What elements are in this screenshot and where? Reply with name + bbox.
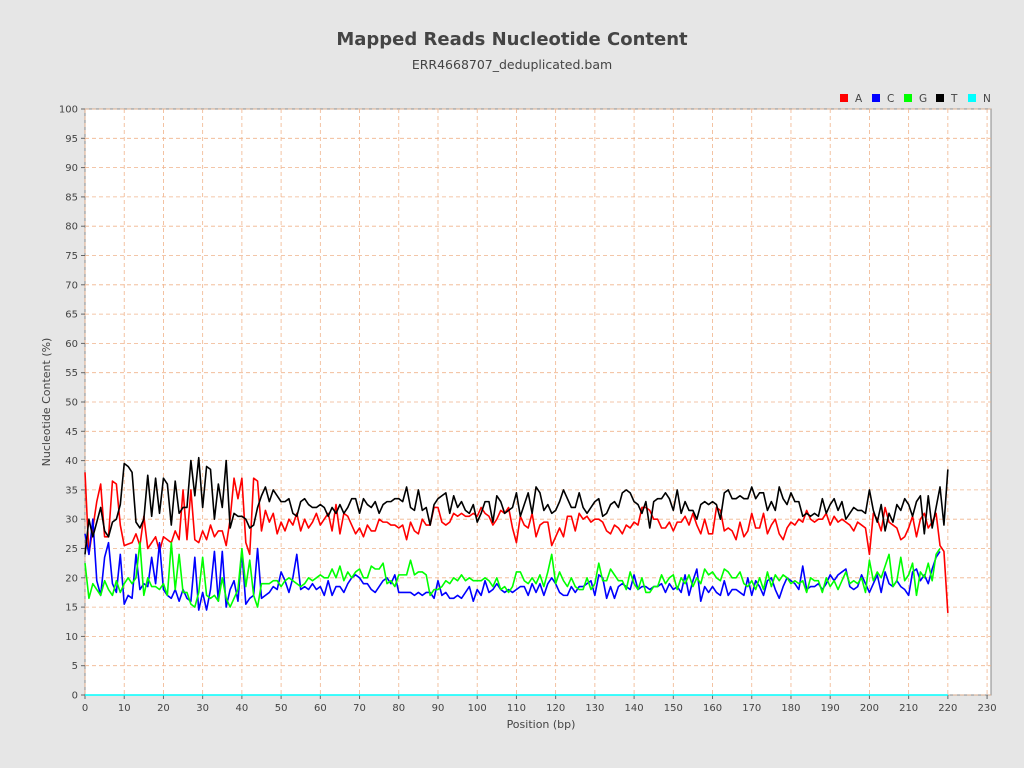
y-tick-label: 50 — [65, 398, 78, 409]
x-tick-label: 150 — [664, 703, 683, 714]
x-tick-label: 230 — [978, 703, 997, 714]
y-tick-label: 85 — [65, 192, 78, 203]
x-tick-label: 60 — [314, 703, 327, 714]
series-line-A — [84, 472, 949, 614]
x-tick-label: 220 — [938, 703, 957, 714]
legend-swatch-N — [968, 94, 976, 102]
legend-swatch-C — [872, 94, 880, 102]
x-tick-label: 110 — [507, 703, 526, 714]
series-lines — [84, 456, 949, 696]
x-tick-label: 170 — [742, 703, 761, 714]
x-tick-label: 190 — [821, 703, 840, 714]
x-tick-label: 0 — [82, 703, 88, 714]
x-tick-label: 210 — [899, 703, 918, 714]
y-tick-label: 30 — [65, 515, 78, 526]
y-axis-label: Nucleotide Content (%) — [40, 338, 53, 467]
y-tick-label: 0 — [72, 691, 78, 702]
y-tick-label: 65 — [65, 310, 78, 321]
y-tick-label: 35 — [65, 485, 78, 496]
x-tick-label: 130 — [585, 703, 604, 714]
legend-swatch-A — [840, 94, 848, 102]
x-tick-label: 100 — [468, 703, 487, 714]
y-tick-label: 5 — [72, 661, 78, 672]
y-tick-label: 80 — [65, 222, 78, 233]
y-tick-label: 95 — [65, 134, 78, 145]
chart-title: Mapped Reads Nucleotide Content — [336, 29, 688, 50]
x-tick-label: 70 — [353, 703, 366, 714]
x-tick-label: 20 — [157, 703, 170, 714]
series-line-T — [84, 456, 949, 555]
y-tick-label: 75 — [65, 251, 78, 262]
x-tick-label: 160 — [703, 703, 722, 714]
series-line-G — [84, 541, 941, 608]
y-tick-label: 70 — [65, 280, 78, 291]
y-tick-label: 100 — [59, 105, 78, 116]
x-tick-label: 10 — [118, 703, 131, 714]
x-tick-label: 50 — [275, 703, 288, 714]
x-tick-label: 80 — [392, 703, 405, 714]
legend-label-T: T — [950, 93, 958, 105]
x-axis: 0 10 20 30 40 50 60 70 80 90 100 110 120 130 140 150 160… — [82, 695, 997, 714]
x-tick-label: 30 — [196, 703, 209, 714]
legend-label-N: N — [983, 93, 991, 105]
y-tick-label: 20 — [65, 573, 78, 584]
y-tick-label: 40 — [65, 456, 78, 467]
chart-subtitle: ERR4668707_deduplicated.bam — [411, 57, 613, 72]
x-tick-label: 120 — [546, 703, 565, 714]
x-tick-label: 140 — [625, 703, 644, 714]
y-tick-label: 45 — [65, 427, 78, 438]
y-axis: 0 5 10 15 20 25 30 35 40 45 50 55 60 65 70 75 80 85 90 95 10… — [59, 105, 85, 702]
y-tick-label: 15 — [65, 603, 78, 614]
y-tick-label: 55 — [65, 368, 78, 379]
legend-swatch-T — [936, 94, 944, 102]
legend-label-G: G — [919, 93, 927, 105]
x-tick-label: 200 — [860, 703, 879, 714]
x-axis-label: Position (bp) — [507, 718, 576, 731]
legend-label-A: A — [855, 93, 863, 105]
legend-swatch-G — [904, 94, 912, 102]
x-tick-label: 180 — [781, 703, 800, 714]
y-tick-label: 90 — [65, 163, 78, 174]
y-tick-label: 60 — [65, 339, 78, 350]
x-tick-label: 90 — [432, 703, 445, 714]
y-tick-label: 25 — [65, 544, 78, 555]
y-tick-label: 10 — [65, 632, 78, 643]
legend-label-C: C — [887, 93, 894, 105]
x-tick-label: 40 — [236, 703, 249, 714]
